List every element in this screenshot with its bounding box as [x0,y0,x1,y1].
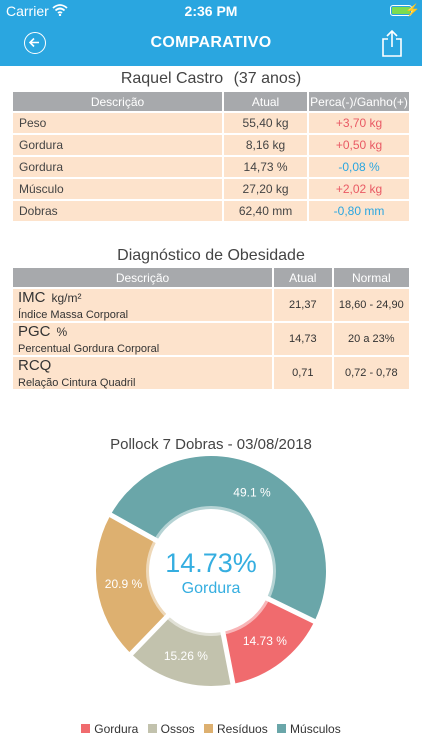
indicator-name: Relação Cintura Quadril [18,377,136,389]
navigation-bar: COMPARATIVO [0,22,422,66]
indicator-unit: % [56,325,68,339]
chart-legend: Gordura Ossos Resíduos Músculos [0,722,422,736]
clock: 2:36 PM [184,3,238,19]
center-label: Gordura [182,580,241,597]
header-current: Atual [274,268,332,287]
header-normal: Normal [333,268,409,287]
back-arrow-icon[interactable] [24,32,46,54]
row-delta: +3,70 kg [309,113,409,133]
share-icon[interactable] [380,28,404,58]
slice-label: 20.9 % [105,577,143,591]
table-row: PGC% Percentual Gordura Corporal 14,73 2… [13,323,409,355]
center-value: 14.73% [165,548,257,578]
obesity-title: Diagnóstico de Obesidade [117,247,305,264]
composition-donut-chart: 14.73 % 15.26 % 20.9 % 49.1 % 14.73% Gordur… [96,456,326,686]
legend-swatch [204,724,213,733]
legend-label: Gordura [94,722,139,736]
indicator-value: 0,71 [274,357,332,389]
table-header-row: Descrição Atual Perca(-)/Ganho(+) [13,92,409,111]
row-delta: -0,08 % [309,157,409,177]
obesity-table: Descrição Atual Normal IMC kg/m² Índice M… [11,266,411,391]
person-name: Raquel Castro [120,70,224,87]
indicator-name: Índice Massa Corporal [18,309,129,321]
slice-gordura [225,600,314,684]
row-value: 62,40 mm [224,201,308,221]
donut-center [156,516,266,626]
page-title: COMPARATIVO [150,34,272,51]
table-row: Gordura 14,73 % -0,08 % [13,157,409,177]
legend-label: Ossos [160,722,195,736]
table-row: RCQ Relação Cintura Quadril 0,71 0,72 - … [13,357,409,389]
row-value: 55,40 kg [224,113,308,133]
row-value: 8,16 kg [224,135,308,155]
indicator-abbr: RCQ [18,357,52,374]
row-label: Músculo [13,179,223,199]
carrier-label: Carrier [6,3,49,19]
table-row: IMC kg/m² Índice Massa Corporal 21,37 18,… [13,289,409,321]
slice-label: 14.73 % [243,634,287,648]
status-bar: Carrier 2:36 PM ⚡ [0,0,422,22]
row-label: Peso [13,113,223,133]
table-row: Gordura 8,16 kg +0,50 kg [13,135,409,155]
row-delta: +0,50 kg [309,135,409,155]
indicator-unit: kg/m² [51,291,82,305]
legend-label: Músculos [290,722,341,736]
slice-resíduos [96,517,167,653]
indicator-cell: RCQ Relação Cintura Quadril [13,357,273,389]
slice-label: 49.1 % [233,486,271,500]
row-value: 14,73 % [224,157,308,177]
header-change: Perca(-)/Ganho(+) [309,92,409,111]
row-delta: -0,80 mm [309,201,409,221]
slice-label: 15.26 % [164,649,208,663]
header-description: Descrição [13,92,223,111]
person-age: (37 anos) [233,70,302,87]
indicator-abbr: IMC [18,289,46,306]
row-label: Dobras [13,201,223,221]
indicator-abbr: PGC [18,323,51,340]
indicator-value: 14,73 [274,323,332,355]
indicator-normal: 18,60 - 24,90 [333,289,409,321]
legend-item: Músculos [277,722,341,736]
legend-swatch [147,724,157,733]
battery-icon [390,5,412,16]
indicator-cell: IMC kg/m² Índice Massa Corporal [13,289,273,321]
legend-item: Gordura [81,722,138,736]
charging-icon: ⚡ [405,3,420,17]
indicator-value: 21,37 [274,289,332,321]
row-label: Gordura [13,157,223,177]
legend-item: Resíduos [204,722,268,736]
legend-item: Ossos [147,722,195,736]
legend-swatch [277,724,287,733]
header-current: Atual [224,92,308,111]
indicator-cell: PGC% Percentual Gordura Corporal [13,323,273,355]
legend-swatch [81,724,91,733]
indicator-normal: 0,72 - 0,78 [333,357,409,389]
person-header: Raquel Castro (37 anos) [0,70,422,88]
table-row: Músculo 27,20 kg +2,02 kg [13,179,409,199]
header-description: Descrição [13,268,273,287]
indicator-name: Percentual Gordura Corporal [18,343,160,355]
chart-title: Pollock 7 Dobras - 03/08/2018 [110,436,312,453]
donut-inner-ring [146,506,276,636]
row-label: Gordura [13,135,223,155]
table-row: Dobras 62,40 mm -0,80 mm [13,201,409,221]
legend-label: Resíduos [217,722,268,736]
table-row: Peso 55,40 kg +3,70 kg [13,113,409,133]
wifi-icon [52,3,68,19]
row-value: 27,20 kg [224,179,308,199]
table-header-row: Descrição Atual Normal [13,268,409,287]
slice-músculos [111,456,326,620]
row-delta: +2,02 kg [309,179,409,199]
indicator-normal: 20 a 23% [333,323,409,355]
comparison-table: Descrição Atual Perca(-)/Ganho(+) Peso 5… [11,90,411,223]
